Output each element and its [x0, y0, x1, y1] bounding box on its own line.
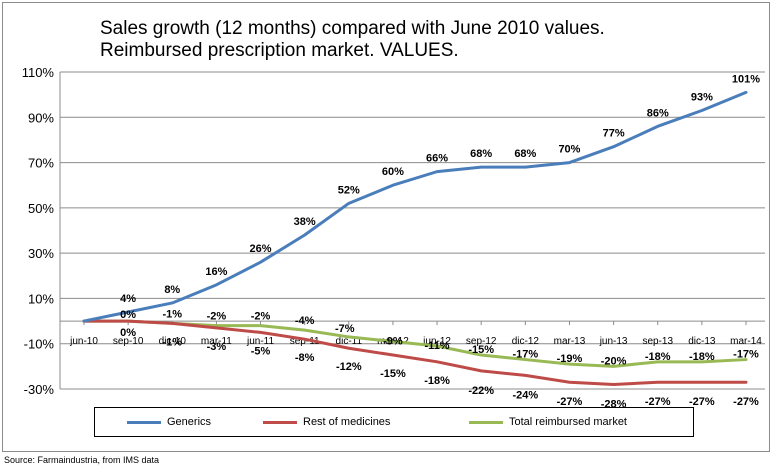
data-label-total: -2% — [251, 311, 271, 323]
data-label-generics: 86% — [647, 107, 669, 119]
y-tick-label: 50% — [28, 201, 54, 216]
data-label-generics: 8% — [164, 284, 180, 296]
data-label-generics: 52% — [338, 184, 360, 196]
y-tick-label: 110% — [22, 65, 55, 80]
data-label-generics: 68% — [514, 148, 536, 160]
y-tick-label: 90% — [28, 110, 54, 125]
data-label-generics: 38% — [294, 216, 316, 228]
legend-label-generics: Generics — [167, 416, 212, 428]
legend-item-total-reimbursed-market: Total reimbursed market — [469, 408, 627, 436]
data-label-generics: 68% — [470, 148, 492, 160]
data-label-total: -11% — [425, 340, 450, 352]
x-tick-label: dic-10 — [159, 336, 187, 347]
data-label-total: -1% — [162, 308, 182, 320]
x-tick-label: dic-11 — [336, 336, 363, 347]
data-label-total: -15% — [468, 344, 494, 356]
data-label-rest: -24% — [512, 389, 538, 401]
data-label-rest: -27% — [645, 396, 671, 408]
data-label-rest: -1% — [162, 336, 182, 348]
data-label-generics: 60% — [382, 166, 404, 178]
data-label-generics: 66% — [426, 153, 448, 165]
data-label-rest: -18% — [424, 375, 450, 387]
source-note: Source: Farmaindustria, from IMS data — [4, 455, 160, 465]
series-line-0 — [82, 90, 748, 323]
data-label-rest: -8% — [295, 352, 315, 364]
data-label-generics: 101% — [732, 73, 760, 85]
data-label-rest: -3% — [207, 341, 227, 353]
data-label-rest: -27% — [733, 396, 759, 408]
series-line-1 — [82, 319, 748, 386]
y-tick-label: -30% — [24, 382, 55, 397]
legend-item-generics: Generics — [127, 408, 211, 436]
x-tick-label: dic-12 — [512, 336, 540, 347]
legend-label-total-reimbursed-market: Total reimbursed market — [509, 416, 627, 428]
data-label-generics: 77% — [603, 128, 625, 140]
x-tick-label: jun-11 — [246, 336, 274, 347]
data-label-rest: -12% — [336, 361, 362, 373]
x-tick-label: mar-13 — [554, 336, 586, 347]
y-tick-label: 70% — [28, 156, 54, 171]
y-tick-label: 10% — [28, 291, 54, 306]
x-tick-label: sep-12 — [466, 336, 497, 347]
x-tick-label: jun-10 — [69, 336, 98, 347]
legend-swatch-rest-of-medicines — [263, 420, 297, 424]
data-label-total: -17% — [512, 349, 538, 361]
data-label-total: -17% — [733, 349, 759, 361]
data-label-total: -2% — [207, 311, 227, 323]
data-label-rest: -27% — [557, 396, 583, 408]
x-tick-label: jun-12 — [422, 336, 451, 347]
data-label-generics: 26% — [250, 243, 272, 255]
data-label-rest: -15% — [380, 368, 406, 380]
y-tick-label: -10% — [24, 337, 55, 352]
legend-swatch-total-reimbursed-market — [469, 420, 503, 424]
data-label-total: -9% — [383, 335, 403, 347]
data-label-generics: 16% — [205, 266, 227, 278]
data-label-total: -18% — [689, 351, 715, 363]
chart-title-line-1: Sales growth (12 months) compared with J… — [100, 18, 605, 39]
legend-swatch-generics — [127, 420, 161, 424]
data-label-total: -7% — [335, 323, 355, 335]
x-tick-label: jun-13 — [599, 336, 628, 347]
data-label-rest: 0% — [120, 327, 136, 339]
legend-label-rest-of-medicines: Rest of medicines — [303, 416, 391, 428]
data-label-total: -18% — [645, 351, 671, 363]
x-tick-label: mar-14 — [730, 336, 762, 347]
chart-legend: Generics Rest of medicines Total reimbur… — [94, 407, 694, 437]
data-label-total: 0% — [120, 309, 136, 321]
x-tick-label: dic-13 — [688, 336, 716, 347]
chart-frame — [2, 2, 770, 452]
data-label-generics: 4% — [120, 293, 136, 305]
legend-item-rest-of-medicines: Rest of medicines — [263, 408, 390, 436]
data-label-rest: -22% — [468, 385, 494, 397]
data-label-generics: 70% — [558, 144, 580, 156]
data-label-total: -4% — [295, 315, 315, 327]
data-label-generics: 93% — [691, 91, 713, 103]
data-label-rest: -27% — [689, 396, 715, 408]
x-tick-label: sep-10 — [113, 336, 144, 347]
x-tick-label: sep-11 — [290, 336, 320, 347]
data-label-rest: -5% — [251, 345, 271, 357]
chart-title-line-2: Reimbursed prescription market. VALUES. — [100, 40, 459, 61]
x-tick-label: sep-13 — [642, 336, 673, 347]
data-label-total: -19% — [557, 353, 583, 365]
y-tick-label: 30% — [28, 246, 54, 261]
x-tick-label: mar-11 — [201, 336, 232, 347]
data-label-total: -20% — [601, 355, 627, 367]
